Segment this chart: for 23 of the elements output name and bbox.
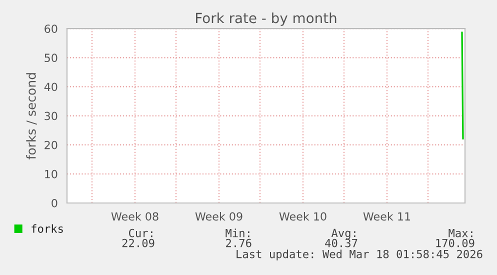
y-tick-label: 10 [45, 170, 58, 178]
text: Avg: [331, 228, 356, 240]
y-tick-label: 20 [44, 140, 58, 150]
text: 170.09 [436, 238, 474, 248]
legend-label: forks [32, 224, 63, 233]
y-axis-title: forks / second [26, 73, 37, 160]
x-tick-label: Week 08 [111, 212, 158, 221]
chart-title: Fork rate - by month [196, 12, 336, 26]
text: Cur: [128, 228, 152, 238]
y-tick-label: 0 [52, 198, 58, 208]
x-tick-label: Week 10 [279, 212, 326, 221]
y-tick-label: 40 [44, 82, 58, 92]
text: 40.37 [325, 238, 358, 248]
text: Last update: Wed Mar 18 01:58:45 2026 [236, 250, 482, 260]
x-tick-label: Week 11 [363, 212, 410, 221]
y-tick-label: 30 [44, 112, 58, 120]
text: Max: [448, 228, 472, 238]
text: Min: [226, 228, 250, 238]
y-tick-label: 50 [44, 54, 58, 62]
text: 2.76 [226, 238, 252, 248]
y-tick-label: 60 [44, 24, 58, 33]
x-tick-label: Week 09 [195, 212, 242, 221]
text: 22.09 [122, 238, 154, 248]
